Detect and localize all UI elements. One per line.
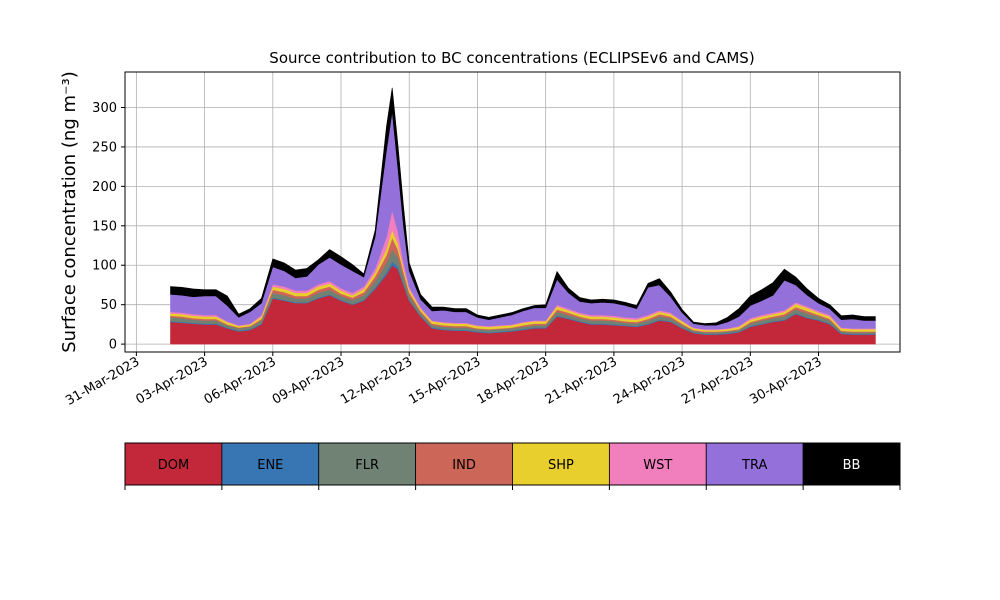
x-tick-label: 31-Mar-2023: [63, 354, 142, 408]
y-tick-label: 250: [92, 140, 117, 155]
x-tick-label: 18-Apr-2023: [475, 354, 552, 407]
legend-swatch-tra: [705, 442, 804, 486]
x-tick-label: 15-Apr-2023: [406, 354, 483, 407]
legend-swatch-ene: [221, 442, 320, 486]
x-tick-label: 27-Apr-2023: [679, 354, 756, 407]
y-axis-label: Surface concentration (ng m⁻³): [59, 71, 80, 353]
x-tick-label: 03-Apr-2023: [133, 354, 210, 407]
legend-label-ene: ENE: [257, 458, 283, 473]
chart-title: Source contribution to BC concentrations…: [269, 49, 754, 67]
series-area-bb: [170, 87, 876, 326]
legend-label-flr: FLR: [355, 458, 379, 473]
y-tick-label: 50: [100, 298, 117, 313]
y-tick-label: 0: [109, 338, 117, 353]
plot-frame: [124, 71, 901, 353]
legend-swatch-wst: [608, 442, 707, 486]
legend-swatch-flr: [318, 442, 417, 486]
legend-swatch-bb: [802, 442, 901, 486]
legend-label-ind: IND: [452, 458, 476, 473]
x-tick-label: 24-Apr-2023: [611, 354, 688, 407]
y-tick-label: 200: [92, 180, 117, 195]
legend: DOM ENE FLR IND SHP WST TRA BB: [124, 442, 901, 490]
legend-label-shp: SHP: [548, 458, 574, 473]
x-tick-label: 12-Apr-2023: [338, 354, 415, 407]
legend-label-bb: BB: [843, 458, 861, 473]
legend-label-dom: DOM: [158, 458, 189, 473]
y-tick-label: 300: [92, 101, 117, 116]
x-tick-label: 30-Apr-2023: [747, 354, 824, 407]
legend-label-wst: WST: [643, 458, 672, 473]
y-tick-label: 150: [92, 219, 117, 234]
x-tick-label: 06-Apr-2023: [202, 354, 279, 407]
legend-swatch-shp: [512, 442, 610, 486]
y-tick-label: 100: [92, 259, 117, 274]
legend-swatch-ind: [415, 442, 513, 486]
legend-label-tra: TRA: [741, 458, 767, 473]
x-tick-label: 09-Apr-2023: [270, 354, 347, 407]
x-tick-label: 21-Apr-2023: [543, 354, 620, 407]
plot-area: 0 50 100 150 200 250 300 31-Mar-202303-Apr-2023…: [63, 71, 901, 409]
